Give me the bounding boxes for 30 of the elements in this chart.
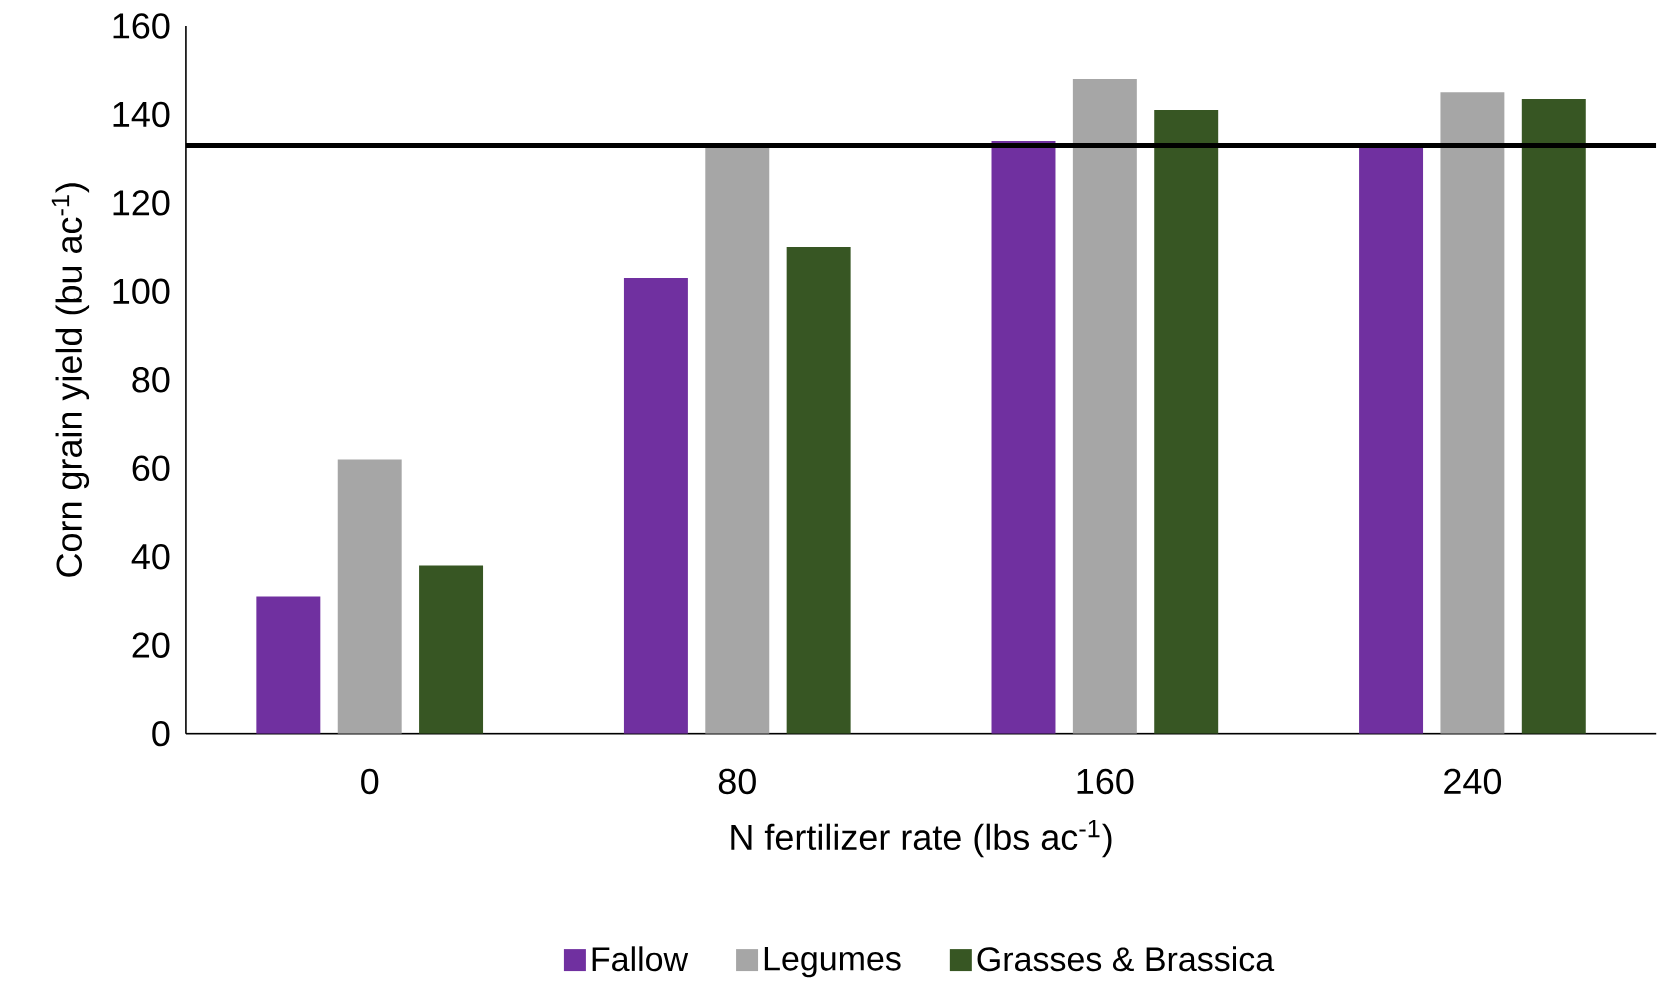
x-tick-label: 240 <box>1444 768 1502 795</box>
bar <box>1521 99 1586 734</box>
y-tick-label: 40 <box>131 544 170 570</box>
bar <box>705 145 770 734</box>
y-axis-title: Corn grain yield (bu ac$^{-1}$) <box>51 183 90 577</box>
y-tick-label: 140 <box>113 101 170 128</box>
x-tick-label: 0 <box>361 768 379 795</box>
y-tick-label: 160 <box>113 13 170 39</box>
y-tick-label: 0 <box>152 721 170 747</box>
y-tick-label: 120 <box>113 190 170 216</box>
bar <box>623 278 688 734</box>
x-tick-label: 160 <box>1077 768 1134 795</box>
y-tick-label: 80 <box>132 367 170 393</box>
bar <box>1154 110 1219 734</box>
x-tick-label: 80 <box>718 768 756 795</box>
legend-label: Fallow <box>592 946 689 972</box>
legend-label: Grasses & Brassica <box>977 946 1275 972</box>
bar <box>1359 145 1424 734</box>
bar <box>1072 79 1137 734</box>
x-axis-title: N fertilizer rate (lbs ac$^{-1}$) <box>731 820 1112 858</box>
bar <box>991 141 1056 734</box>
bar <box>419 565 484 734</box>
bar <box>786 247 851 734</box>
y-tick-label: 60 <box>132 455 170 482</box>
bar <box>1440 92 1505 734</box>
legend-label: Legumes <box>764 947 901 978</box>
bar <box>337 459 402 734</box>
y-tick-label: 20 <box>132 632 170 659</box>
y-tick-label: 100 <box>113 278 170 305</box>
bar <box>256 596 321 734</box>
